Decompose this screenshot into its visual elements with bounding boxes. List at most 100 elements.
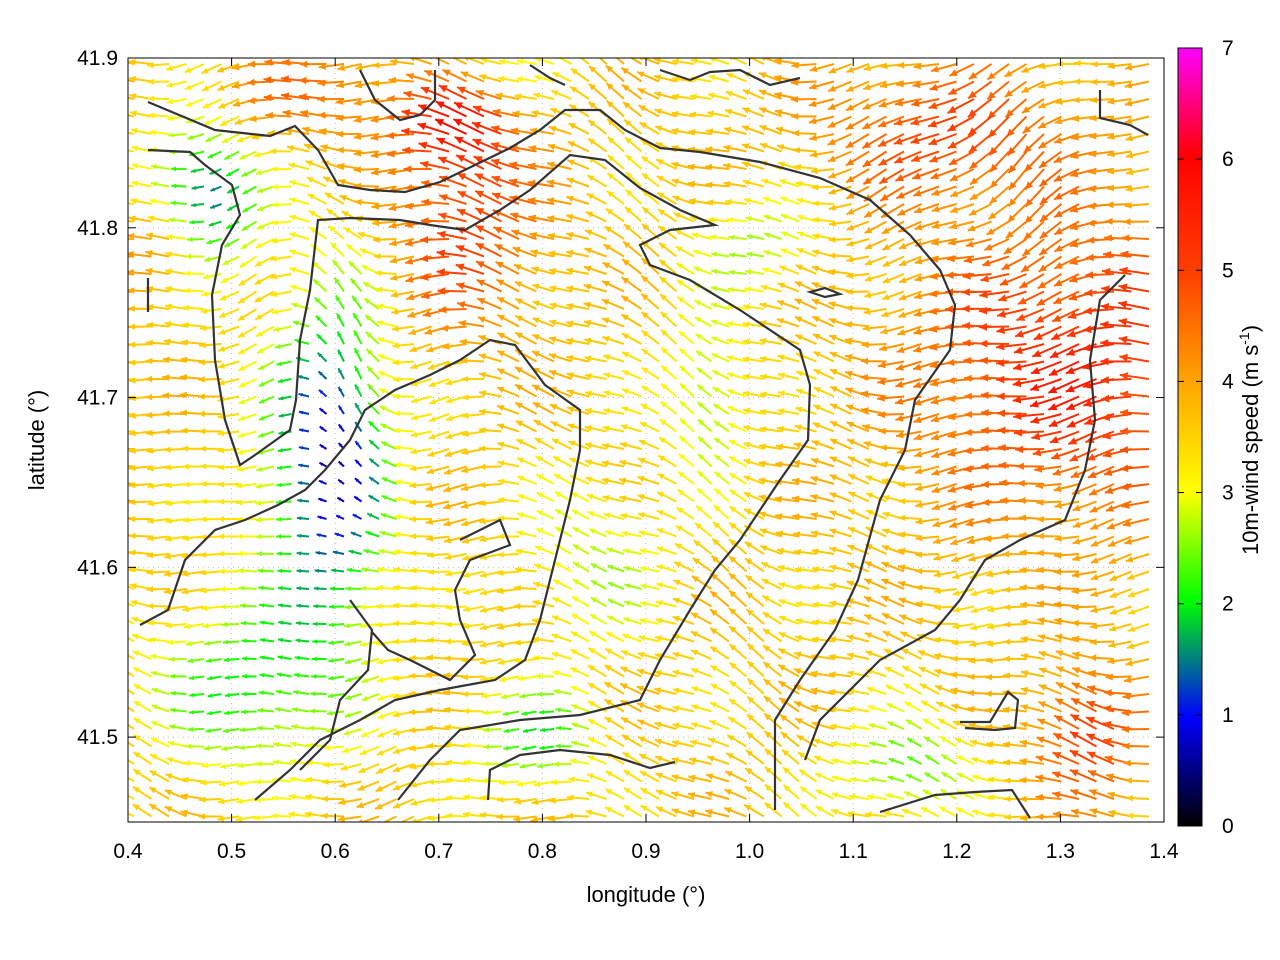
- wind-vector-head: [781, 231, 788, 237]
- wind-vector-head: [1052, 771, 1061, 779]
- wind-vector-head: [898, 481, 906, 488]
- wind-vector-head: [640, 583, 647, 590]
- wind-vector-head: [934, 604, 941, 611]
- wind-vector-head: [497, 423, 505, 430]
- wind-vector-head: [128, 377, 136, 384]
- wind-vector-head: [674, 543, 682, 550]
- wind-vector-head: [179, 391, 187, 399]
- wind-vector-head: [1069, 275, 1078, 283]
- wind-vector-head: [296, 516, 302, 521]
- wind-vector-head: [931, 433, 940, 441]
- wind-vector-head: [496, 623, 504, 631]
- wind-vector-head: [778, 632, 786, 639]
- wind-vector-head: [460, 484, 469, 492]
- wind-vector-head: [794, 163, 802, 171]
- wind-vector-head: [797, 214, 804, 221]
- wind-vector-head: [1039, 196, 1049, 205]
- wind-vector-head: [392, 638, 399, 645]
- wind-vector-head: [512, 246, 521, 254]
- wind-vector-head: [479, 624, 487, 631]
- wind-vector-head: [309, 708, 315, 714]
- wind-vector-head: [272, 759, 279, 766]
- wind-vector-head: [847, 527, 856, 534]
- wind-vector-head: [979, 356, 988, 365]
- wind-vector-head: [759, 142, 768, 149]
- wind-vector-head: [1048, 402, 1058, 411]
- wind-vector-head: [588, 719, 596, 725]
- wind-vector-head: [365, 315, 372, 321]
- wind-vector-head: [328, 675, 334, 681]
- wind-vector-head: [374, 269, 382, 277]
- wind-vector-head: [979, 339, 988, 348]
- wind-vector-head: [809, 134, 818, 142]
- wind-vector-head: [304, 143, 312, 150]
- wind-vector-head: [903, 683, 911, 690]
- wind-vector-head: [969, 177, 979, 185]
- wind-vector-head: [235, 499, 243, 506]
- wind-vector-shaft: [762, 58, 782, 65]
- wind-vector-head: [367, 513, 373, 518]
- wind-vector-head: [206, 239, 213, 245]
- wind-vector-head: [845, 337, 853, 345]
- wind-vector-head: [713, 521, 720, 529]
- wind-vector-head: [255, 743, 262, 749]
- wind-vector-head: [376, 320, 384, 327]
- wind-vector-head: [679, 348, 686, 355]
- wind-vector-head: [947, 467, 956, 475]
- wind-vector-head: [931, 189, 940, 196]
- wind-vector-head: [913, 62, 922, 70]
- wind-vector-head: [691, 704, 699, 711]
- wind-vector-head: [656, 546, 664, 553]
- wind-vector-head: [480, 589, 488, 596]
- wind-vector-head: [394, 461, 401, 468]
- wind-vector-head: [742, 125, 750, 132]
- wind-vector-shaft: [433, 58, 450, 65]
- wind-vector-head: [296, 586, 302, 591]
- wind-vector-head: [967, 224, 976, 232]
- wind-vector-head: [622, 259, 630, 267]
- wind-vector-head: [980, 374, 989, 382]
- wind-vector-head: [624, 583, 631, 589]
- wind-vector-head: [896, 80, 904, 88]
- wind-vector-head: [587, 755, 595, 762]
- wind-vector-head: [846, 208, 855, 215]
- wind-vector-head: [437, 287, 446, 295]
- wind-vector-head: [249, 115, 257, 123]
- wind-vector-head: [759, 426, 767, 433]
- wind-vector-head: [346, 244, 353, 251]
- wind-vector-head: [165, 482, 173, 489]
- wind-vector-head: [534, 673, 541, 680]
- wind-vector-head: [1107, 657, 1115, 665]
- wind-vector-head: [569, 758, 577, 765]
- wind-vector-head: [517, 58, 524, 65]
- wind-vector-head: [898, 564, 906, 571]
- wind-vector-head: [282, 109, 291, 117]
- wind-vector-head: [672, 651, 680, 658]
- wind-vector-head: [636, 702, 645, 709]
- wind-vector-head: [584, 337, 592, 344]
- wind-vector-head: [607, 155, 615, 162]
- wind-vector-head: [443, 655, 451, 662]
- wind-vector-head: [1019, 584, 1027, 591]
- wind-vector-head: [477, 316, 486, 323]
- wind-vector-head: [353, 313, 359, 319]
- wind-vector-head: [566, 267, 574, 274]
- wind-vector-head: [455, 263, 465, 271]
- wind-vector-head: [1003, 777, 1011, 784]
- wind-vector-head: [147, 500, 155, 507]
- wind-vector-head: [275, 516, 282, 522]
- wind-vector-head: [864, 614, 872, 621]
- wind-vector-head: [828, 188, 837, 195]
- wind-vector-head: [810, 512, 818, 519]
- wind-vector-head: [881, 545, 890, 552]
- wind-vector-head: [708, 92, 715, 99]
- wind-vector-head: [796, 197, 804, 204]
- wind-vector-head: [318, 480, 323, 484]
- wind-vector-head: [811, 282, 820, 289]
- wind-vector-head: [457, 86, 466, 94]
- wind-vector-head: [622, 84, 630, 92]
- wind-vector-head: [198, 410, 206, 418]
- wind-vector-head: [337, 331, 342, 337]
- wind-vector-head: [500, 693, 508, 700]
- wind-vector-head: [218, 102, 226, 109]
